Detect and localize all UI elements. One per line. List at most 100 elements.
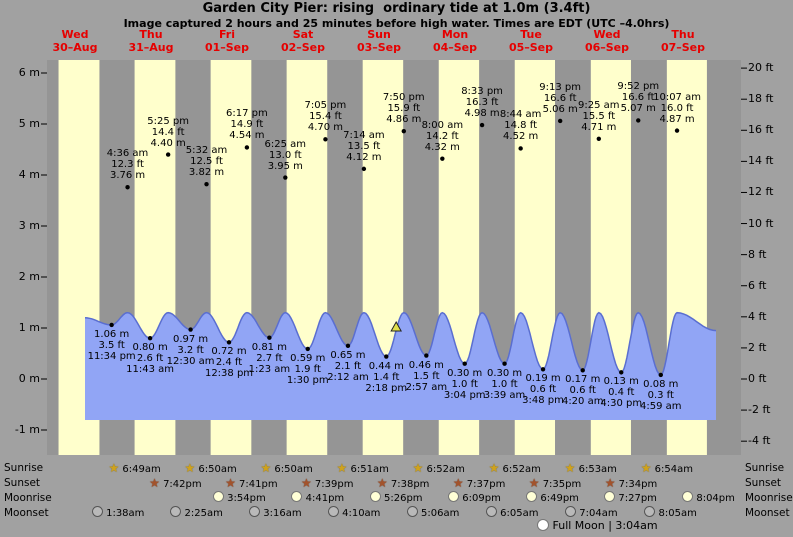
tide-annotation-line: 7:05 pm (304, 100, 347, 112)
sunrise-star-icon: ★ (336, 461, 348, 475)
tide-annotation-line: 0.17 m (565, 374, 601, 386)
tide-annotation-line: 14.4 ft (151, 126, 185, 138)
tide-annotation-line: 4.70 m (307, 122, 344, 134)
tide-annotation-line: 4:30 pm (600, 398, 643, 410)
astro-event-moonrise: 6:09pm (436, 491, 512, 506)
tide-annotation-line: 13.0 ft (268, 149, 302, 161)
tide-annotation-line: 2:18 pm (365, 382, 408, 394)
y-axis-label-m: -1 m (14, 423, 40, 436)
tide-annotation-high: 5:32 am 12.5 ft 3.82 m (179, 145, 235, 178)
tide-annotation-line: 0.81 m (251, 341, 287, 353)
tide-point-dot (226, 340, 232, 345)
astro-time: 6:51am (347, 464, 389, 475)
astro-event-sunrise: ★ 6:52am (477, 461, 553, 477)
tide-point-dot (658, 372, 663, 378)
astro-time: 6:49pm (537, 493, 579, 504)
tide-annotation-line: 1.5 ft (413, 370, 440, 382)
astro-event-moonrise: 8:04pm (671, 491, 747, 506)
y-axis-label-ft: -4 ft (748, 434, 771, 448)
tide-annotation-line: 9:52 pm (617, 81, 660, 93)
y-axis-label-ft: 6 ft (748, 278, 767, 292)
sunrise-star-icon: ★ (564, 461, 576, 475)
day-name: Sat (292, 28, 314, 41)
tide-annotation-line: 12.5 ft (190, 156, 223, 168)
tide-annotation-line: 2.6 ft (136, 353, 164, 365)
moonrise-icon (291, 491, 303, 502)
astro-event-moonset: 5:06am (395, 506, 471, 521)
tide-annotation-low: 0.30 m 1.0 ft 3:04 pm (437, 368, 493, 401)
day-label: Wed 06–Sep (569, 28, 645, 54)
tide-annotation-line: 5:25 pm (147, 115, 189, 127)
day-label: Wed 30–Aug (37, 28, 113, 54)
tide-annotation-line: 4.98 m (464, 108, 500, 120)
day-date: 03–Sep (356, 41, 402, 54)
moonset-icon (249, 506, 261, 517)
day-label: Thu 07–Sep (645, 28, 721, 54)
tide-annotation-line: 10:07 am (653, 91, 701, 103)
astro-row-label-left: Sunrise (4, 462, 44, 474)
astro-event-sunrise: ★ 6:50am (173, 461, 249, 477)
tide-water-area (85, 312, 716, 420)
tide-annotation-high: 9:25 am 15.5 ft 4.71 m (571, 100, 627, 133)
tide-annotation-line: 1.06 m (94, 328, 130, 340)
tide-annotation-line: 4.40 m (150, 137, 186, 149)
moonrise-icon (526, 491, 538, 502)
day-label: Fri 01–Sep (189, 28, 265, 54)
astro-event-sunrise: ★ 6:51am (325, 461, 401, 477)
tide-annotation-high: 7:14 am 13.5 ft 4.12 m (336, 130, 392, 163)
tide-point-dot (596, 136, 602, 141)
astro-time: 4:41pm (302, 493, 345, 504)
day-name: Thu (671, 28, 695, 41)
astro-time: 4:10am (338, 508, 381, 519)
sunrise-star-icon: ★ (640, 461, 652, 475)
tide-point-dot (401, 128, 407, 134)
tide-annotation-line: 15.5 ft (582, 110, 616, 122)
day-name: Thu (139, 28, 163, 41)
chart-title: Garden City Pier: rising ordinary tide a… (202, 1, 591, 16)
tide-annotation-line: 4.87 m (659, 113, 695, 125)
astro-event-sunrise: ★ 6:54am (629, 461, 705, 477)
y-axis-label-ft: 20 ft (748, 61, 774, 75)
tide-annotation-line: 14.9 ft (230, 119, 264, 131)
day-date: 07–Sep (660, 41, 706, 54)
tide-point-dot (109, 322, 114, 328)
tide-annotation-line: 13.5 ft (347, 140, 381, 152)
day-date: 05–Sep (508, 41, 554, 54)
astro-event-moonset: 3:16am (237, 506, 313, 521)
tide-annotation-high: 6:25 am 13.0 ft 3.95 m (257, 139, 313, 172)
astro-time: 7:27pm (615, 493, 657, 504)
tide-point-dot (188, 327, 193, 332)
astro-time: 5:06am (417, 508, 460, 519)
sunrise-star-icon: ★ (108, 461, 120, 475)
sunset-star-icon: ★ (225, 476, 236, 490)
moonrise-icon (212, 491, 224, 502)
full-moon-icon (537, 519, 549, 531)
tide-annotation-low: 0.59 m 1.9 ft 1:30 pm (280, 353, 336, 386)
tide-annotation-line: 5:32 am (185, 145, 228, 157)
tide-annotation-line: 3:48 pm (522, 395, 564, 407)
tide-point-dot (384, 354, 389, 359)
y-axis-label-ft: 14 ft (748, 154, 774, 168)
tide-annotation-line: 0.97 m (172, 333, 209, 345)
tide-point-dot (502, 361, 507, 366)
day-label: Mon 04–Sep (417, 28, 493, 54)
astro-time: 7:35pm (539, 479, 582, 490)
astro-event-sunrise: ★ 6:49am (97, 461, 173, 477)
tide-annotation-line: 1:23 am (248, 363, 291, 375)
astro-event-sunset: ★ 7:42pm (137, 476, 213, 492)
astro-time: 6:49am (119, 464, 161, 475)
moonrise-icon (369, 491, 381, 502)
y-axis-label-ft: 18 ft (748, 92, 774, 106)
tide-annotation-line: 0.6 ft (569, 385, 596, 397)
tide-annotation-line: 0.80 m (132, 342, 168, 354)
tide-annotation-line: 0.3 ft (647, 389, 674, 401)
astro-time: 6:53am (575, 464, 617, 475)
tide-annotation-line: 0.13 m (603, 376, 639, 388)
tide-annotation-high: 9:13 pm 16.6 ft 5.06 m (532, 82, 588, 115)
tide-annotation-high: 8:00 am 14.2 ft 4.32 m (414, 120, 470, 153)
tide-annotation-line: 7:50 pm (382, 92, 425, 104)
astro-row-label-right: Moonset (745, 507, 790, 519)
y-axis-label-ft: 16 ft (748, 123, 774, 137)
tide-annotation-line: 16.0 ft (660, 102, 694, 114)
day-label: Sat 02–Sep (265, 28, 341, 54)
